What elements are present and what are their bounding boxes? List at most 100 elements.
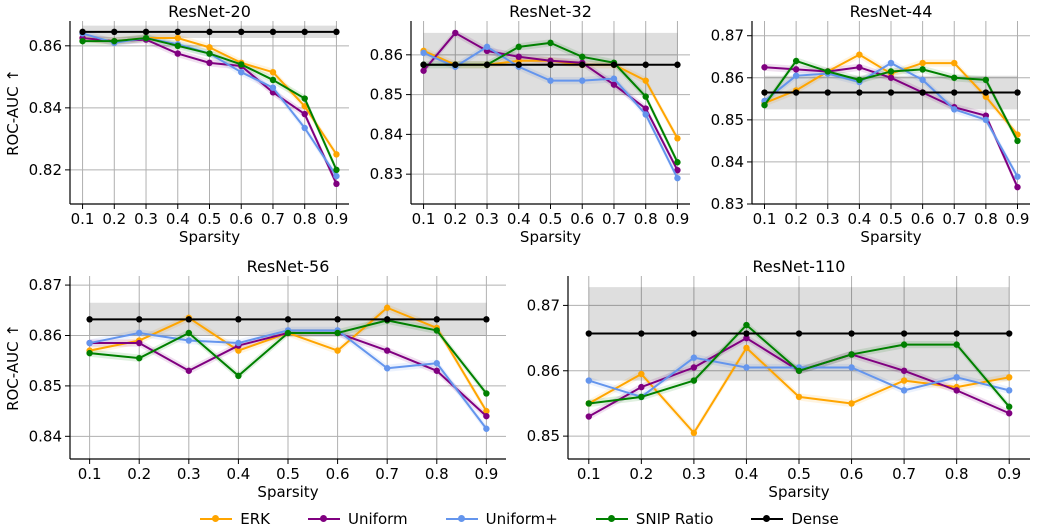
data-point-dense bbox=[795, 330, 803, 337]
data-point-dense bbox=[334, 316, 341, 323]
data-point-snip-ratio bbox=[333, 166, 340, 174]
x-tick-label: 0.8 bbox=[425, 465, 449, 483]
chart-panel-resnet-44: 0.1 0.2 0.3 0.4 0.5 0.6 0.7 0.8 0.9 0.83 0.84 0.85 0… bbox=[711, 2, 1030, 246]
data-point-dense bbox=[761, 89, 768, 96]
data-point-erk bbox=[235, 347, 242, 354]
x-tick-label: 0.1 bbox=[753, 210, 777, 228]
legend-swatch-snip-ratio bbox=[595, 512, 628, 526]
x-tick-label: 0.5 bbox=[879, 210, 903, 228]
x-tick-label: 0.2 bbox=[102, 210, 126, 228]
legend-label-erk: ERK bbox=[240, 509, 271, 528]
y-tick-label: 0.86 bbox=[711, 69, 744, 87]
y-tick-label: 0.84 bbox=[29, 427, 62, 445]
data-point-dense bbox=[743, 330, 750, 337]
data-point-erk bbox=[1006, 374, 1013, 381]
data-point-snip-ratio bbox=[334, 329, 341, 337]
data-point-snip-ratio bbox=[1014, 137, 1021, 145]
data-point-snip-ratio bbox=[887, 68, 895, 75]
chart-title: ResNet-56 bbox=[247, 257, 330, 276]
y-tick-label: 0.86 bbox=[370, 46, 403, 64]
legend-item-dense: Dense bbox=[751, 510, 839, 528]
data-point-uniform-plus bbox=[235, 339, 242, 347]
y-tick-label: 0.87 bbox=[527, 296, 560, 314]
data-point-snip-ratio bbox=[743, 321, 750, 329]
data-point-snip-ratio bbox=[795, 367, 803, 374]
data-point-erk bbox=[334, 347, 341, 354]
data-point-uniform bbox=[610, 81, 618, 88]
data-point-uniform bbox=[674, 166, 681, 174]
data-point-snip-ratio bbox=[585, 400, 592, 407]
data-point-dense bbox=[515, 61, 522, 68]
data-point-snip-ratio bbox=[900, 341, 908, 348]
data-point-snip-ratio bbox=[638, 393, 645, 401]
y-tick-label: 0.85 bbox=[711, 111, 744, 129]
legend-swatch-uniform bbox=[308, 512, 341, 526]
x-tick-label: 0.1 bbox=[412, 210, 436, 228]
data-point-uniform-plus bbox=[919, 76, 926, 84]
data-point-dense bbox=[951, 89, 958, 96]
data-point-uniform-plus bbox=[86, 339, 93, 347]
data-point-snip-ratio bbox=[761, 101, 768, 109]
data-point-dense bbox=[420, 61, 427, 68]
data-point-uniform bbox=[743, 334, 750, 342]
chart-panel-resnet-56: 0.1 0.2 0.3 0.4 0.5 0.6 0.7 0.8 0.9 0.84 0.85 0.86 0… bbox=[4, 257, 506, 501]
y-tick-label: 0.85 bbox=[29, 377, 62, 395]
data-point-uniform bbox=[792, 66, 800, 73]
data-point-dense bbox=[585, 330, 592, 337]
data-point-snip-ratio bbox=[174, 42, 181, 50]
data-point-erk bbox=[743, 344, 750, 352]
data-point-uniform-plus bbox=[900, 387, 908, 394]
data-point-snip-ratio bbox=[301, 95, 308, 102]
data-point-dense bbox=[674, 61, 681, 68]
x-tick-label: 0.4 bbox=[507, 210, 531, 228]
data-point-uniform-plus bbox=[610, 75, 618, 82]
data-point-uniform bbox=[761, 64, 768, 71]
data-point-dense bbox=[79, 28, 86, 36]
data-point-dense bbox=[1006, 330, 1013, 337]
x-tick-label: 0.2 bbox=[443, 210, 467, 228]
data-point-uniform-plus bbox=[1014, 173, 1021, 180]
data-point-uniform-plus bbox=[136, 329, 143, 337]
data-point-dense bbox=[856, 89, 863, 96]
data-point-snip-ratio bbox=[206, 50, 213, 57]
data-point-uniform bbox=[1014, 183, 1021, 191]
data-point-uniform-plus bbox=[951, 106, 958, 113]
data-point-uniform-plus bbox=[547, 77, 554, 84]
data-point-dense bbox=[824, 89, 831, 96]
y-axis-label: ROC-AUC ↑ bbox=[4, 324, 22, 411]
data-point-snip-ratio bbox=[953, 341, 960, 348]
legend-swatch-uniform-plus bbox=[445, 512, 478, 526]
y-tick-label: 0.82 bbox=[29, 161, 62, 179]
data-point-uniform bbox=[301, 110, 308, 118]
data-point-uniform bbox=[333, 180, 340, 188]
y-tick-label: 0.84 bbox=[29, 99, 62, 117]
data-point-uniform bbox=[383, 347, 391, 354]
data-point-uniform-plus bbox=[1006, 387, 1013, 394]
x-tick-label: 0.2 bbox=[127, 465, 151, 483]
data-point-uniform-plus bbox=[420, 49, 427, 57]
data-point-dense bbox=[284, 316, 292, 323]
data-point-dense bbox=[111, 28, 118, 36]
chart-panel-resnet-32: 0.1 0.2 0.3 0.4 0.5 0.6 0.7 0.8 0.9 0.83 0.84 0.85 0… bbox=[370, 2, 690, 246]
data-point-dense bbox=[483, 61, 491, 68]
data-point-erk bbox=[856, 51, 863, 58]
data-point-erk bbox=[483, 407, 490, 415]
legend-swatch-erk bbox=[200, 512, 233, 526]
x-tick-label: 0.2 bbox=[629, 465, 653, 483]
data-point-snip-ratio bbox=[269, 76, 277, 84]
x-tick-label: 0.5 bbox=[539, 210, 563, 228]
band-uniform-plus bbox=[89, 326, 487, 433]
data-point-uniform-plus bbox=[238, 68, 245, 76]
data-point-uniform bbox=[452, 29, 459, 37]
x-tick-label: 0.8 bbox=[634, 210, 658, 228]
y-tick-label: 0.86 bbox=[527, 362, 560, 380]
data-point-uniform bbox=[585, 413, 592, 420]
data-point-uniform-plus bbox=[585, 377, 592, 384]
data-point-dense bbox=[333, 28, 340, 36]
data-point-snip-ratio bbox=[547, 39, 554, 47]
data-point-uniform-plus bbox=[642, 111, 649, 118]
x-tick-label: 0.9 bbox=[666, 210, 690, 228]
data-point-dense bbox=[238, 28, 245, 36]
data-point-erk bbox=[642, 77, 649, 84]
data-point-snip-ratio bbox=[674, 159, 681, 166]
